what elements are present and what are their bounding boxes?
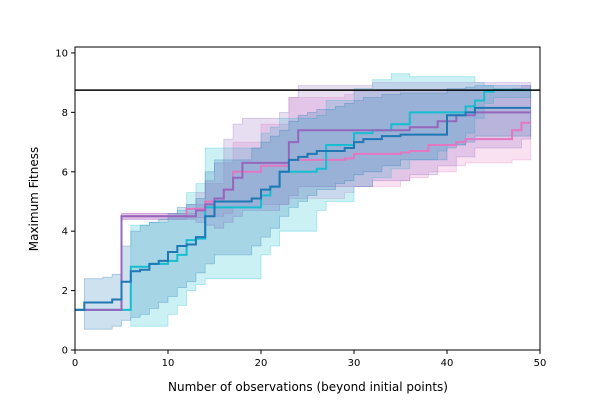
x-tick-label: 50 — [534, 358, 547, 369]
series-line-1 — [75, 89, 531, 311]
x-tick-label: 40 — [441, 358, 454, 369]
x-tick-label: 20 — [255, 358, 268, 369]
x-tick-label: 10 — [162, 358, 175, 369]
series-line-2 — [75, 111, 531, 311]
series-line-3 — [75, 106, 531, 311]
x-axis-label: Number of observations (beyond initial p… — [168, 380, 448, 394]
axes: 0 10 20 30 40 50 0 2 4 6 8 10 — [55, 46, 547, 369]
confidence-band-0 — [75, 85, 532, 311]
y-tick-label: 4 — [62, 227, 68, 238]
confidence-band-1 — [75, 73, 532, 327]
y-axis-label: Maximum Fitness — [27, 147, 41, 252]
x-tick-label: 30 — [348, 358, 361, 369]
y-tick-label: 10 — [55, 48, 68, 59]
y-tick-label: 0 — [62, 346, 68, 357]
y-tick-label: 2 — [62, 286, 68, 297]
series-line-0 — [75, 121, 531, 311]
confidence-bands — [75, 73, 532, 330]
y-tick-label: 8 — [62, 108, 68, 119]
x-tick-label: 0 — [72, 358, 78, 369]
confidence-band-3 — [75, 85, 532, 330]
confidence-band-2 — [75, 82, 532, 311]
plot-frame — [74, 46, 541, 351]
y-tick-label: 6 — [62, 167, 68, 178]
series-lines — [75, 89, 531, 311]
